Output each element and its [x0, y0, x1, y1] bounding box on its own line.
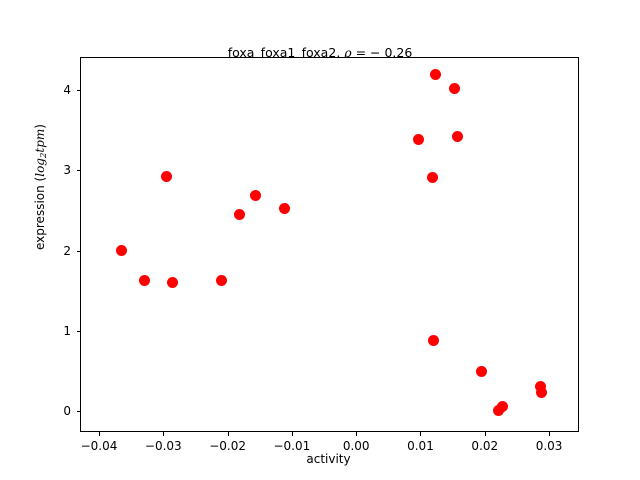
y-axis-tick-label: 0: [63, 403, 71, 418]
y-axis-tick-label: 1: [63, 323, 71, 338]
scatter-point: [449, 82, 461, 94]
scatter-point: [426, 172, 438, 184]
y-axis-label-subscript: 2: [39, 152, 49, 159]
y-axis-tick: [77, 330, 81, 332]
y-axis-label-math: log2tpm: [33, 128, 49, 177]
x-axis-tick-label: −0.04: [80, 439, 118, 453]
x-axis-tick-label: 0.03: [535, 439, 563, 453]
x-axis-label: activity: [306, 452, 351, 466]
x-axis-tick-label: −0.03: [144, 439, 182, 453]
scatter-point: [451, 131, 463, 143]
scatter-point: [535, 386, 547, 398]
scatter-point: [476, 366, 488, 378]
x-axis-tick: [356, 432, 358, 436]
scatter-point: [413, 134, 425, 146]
scatter-point: [138, 275, 150, 287]
scatter-point: [250, 190, 262, 202]
scatter-point: [234, 208, 246, 220]
scatter-point: [116, 245, 127, 257]
y-axis-label-prefix: expression (: [33, 176, 47, 250]
x-axis-tick-label: 0.02: [471, 439, 499, 453]
scatter-point: [167, 277, 179, 289]
y-axis-label-tpm: tpm: [33, 128, 47, 153]
scatter-point: [278, 203, 290, 215]
x-axis-tick: [549, 432, 551, 436]
scatter-point: [215, 275, 227, 287]
x-axis-tick-label: −0.01: [273, 439, 311, 453]
plot-axes: −0.04 −0.03 −0.02 −0.01 0.00 0.01 0.02 0.03 0 1 2 3…: [63, 57, 579, 453]
plot-title-line-1-suffix: = − 0.26: [351, 45, 413, 60]
plot-title-line-1-prefix: foxa_foxa1_foxa2,: [227, 45, 345, 60]
scatter-point: [497, 401, 509, 413]
y-axis-tick-label: 3: [63, 163, 71, 178]
y-axis-label: expression (log2tpm): [33, 37, 49, 337]
y-axis-tick-label: 4: [63, 83, 71, 98]
scatter-point: [430, 69, 442, 81]
y-axis-label-log: log: [33, 158, 47, 177]
plot-data-area: [81, 58, 578, 431]
y-axis-tick: [77, 250, 81, 252]
x-axis-tick-label: 0.01: [407, 439, 434, 453]
x-axis-tick: [227, 432, 229, 436]
x-axis-tick: [484, 432, 486, 436]
y-axis-tick: [77, 90, 81, 92]
scatter-point: [161, 171, 172, 183]
x-axis-tick: [163, 432, 165, 436]
rho-symbol: ρ: [344, 45, 352, 60]
x-axis-tick: [420, 432, 422, 436]
y-axis-tick: [77, 170, 81, 172]
plot-title-line-1: foxa_foxa1_foxa2, ρ = − 0.26: [0, 44, 640, 61]
scatter-point: [535, 380, 547, 392]
scatter-point: [427, 334, 439, 346]
x-axis-tick: [99, 432, 100, 436]
x-axis-tick-label: −0.02: [209, 439, 246, 453]
y-axis-tick: [77, 410, 81, 412]
x-axis-tick: [291, 432, 293, 436]
x-axis-tick-label: 0.00: [342, 439, 370, 453]
y-axis-label-suffix: ): [33, 124, 47, 129]
y-axis-tick-label: 2: [63, 243, 71, 258]
